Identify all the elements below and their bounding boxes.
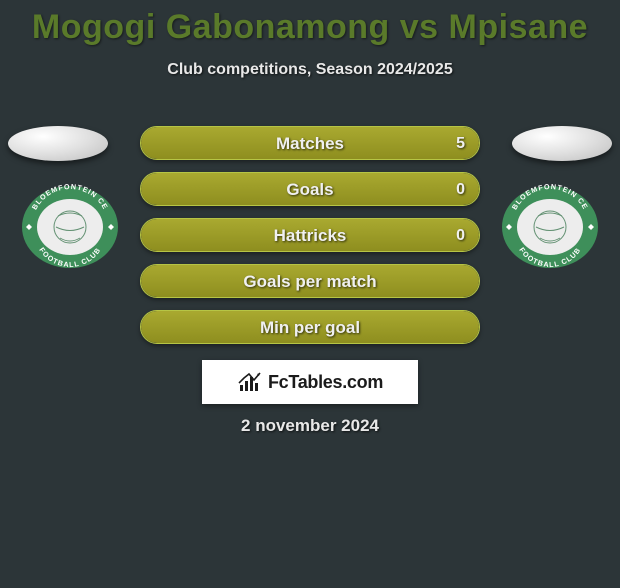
club-badge-right: BLOEMFONTEIN CE FOOTBALL CLUB bbox=[500, 184, 600, 270]
stat-value-right: 0 bbox=[456, 219, 465, 251]
stat-row-hattricks: Hattricks 0 bbox=[140, 218, 480, 252]
stat-value-right: 0 bbox=[456, 173, 465, 205]
stat-label: Goals per match bbox=[141, 265, 479, 297]
stat-label: Goals bbox=[141, 173, 479, 205]
stat-label: Hattricks bbox=[141, 219, 479, 251]
player-right-avatar bbox=[512, 126, 612, 161]
date-label: 2 november 2024 bbox=[0, 416, 620, 436]
stat-row-goals: Goals 0 bbox=[140, 172, 480, 206]
chart-icon bbox=[237, 371, 263, 393]
page-title: Mogogi Gabonamong vs Mpisane bbox=[0, 8, 620, 47]
club-badge-left: BLOEMFONTEIN CE FOOTBALL CLUB bbox=[20, 184, 120, 270]
stats-panel: Matches 5 Goals 0 Hattricks 0 Goals per … bbox=[140, 126, 480, 356]
stat-value-right: 5 bbox=[456, 127, 465, 159]
brand-text: FcTables.com bbox=[268, 372, 383, 393]
stat-label: Matches bbox=[141, 127, 479, 159]
stat-label: Min per goal bbox=[141, 311, 479, 343]
stat-row-goals-per-match: Goals per match bbox=[140, 264, 480, 298]
page-subtitle: Club competitions, Season 2024/2025 bbox=[0, 61, 620, 79]
brand-box[interactable]: FcTables.com bbox=[202, 360, 418, 404]
stat-row-min-per-goal: Min per goal bbox=[140, 310, 480, 344]
stat-row-matches: Matches 5 bbox=[140, 126, 480, 160]
player-left-avatar bbox=[8, 126, 108, 161]
